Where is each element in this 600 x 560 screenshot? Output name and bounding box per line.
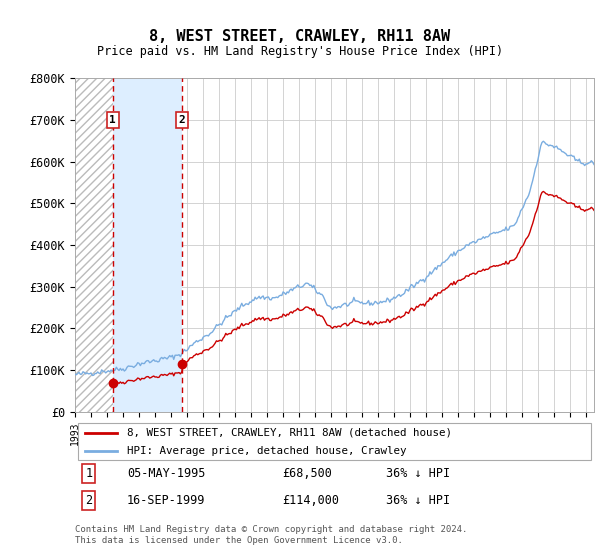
Bar bbox=[75, 78, 113, 412]
Text: 16-SEP-1999: 16-SEP-1999 bbox=[127, 494, 205, 507]
Text: 2: 2 bbox=[85, 494, 92, 507]
Text: 8, WEST STREET, CRAWLEY, RH11 8AW (detached house): 8, WEST STREET, CRAWLEY, RH11 8AW (detac… bbox=[127, 428, 452, 437]
Text: £68,500: £68,500 bbox=[283, 467, 332, 480]
Text: Price paid vs. HM Land Registry's House Price Index (HPI): Price paid vs. HM Land Registry's House … bbox=[97, 45, 503, 58]
Text: 1: 1 bbox=[109, 115, 116, 125]
Text: 1: 1 bbox=[85, 467, 92, 480]
Text: 36% ↓ HPI: 36% ↓ HPI bbox=[386, 494, 451, 507]
Text: 8, WEST STREET, CRAWLEY, RH11 8AW: 8, WEST STREET, CRAWLEY, RH11 8AW bbox=[149, 29, 451, 44]
Text: 05-MAY-1995: 05-MAY-1995 bbox=[127, 467, 205, 480]
Text: £114,000: £114,000 bbox=[283, 494, 340, 507]
Text: Contains HM Land Registry data © Crown copyright and database right 2024.
This d: Contains HM Land Registry data © Crown c… bbox=[75, 525, 467, 545]
FancyBboxPatch shape bbox=[77, 423, 592, 460]
Text: 36% ↓ HPI: 36% ↓ HPI bbox=[386, 467, 451, 480]
Text: 2: 2 bbox=[179, 115, 185, 125]
Text: HPI: Average price, detached house, Crawley: HPI: Average price, detached house, Craw… bbox=[127, 446, 406, 456]
Bar bbox=[113, 78, 182, 412]
Bar bbox=[75, 78, 113, 412]
